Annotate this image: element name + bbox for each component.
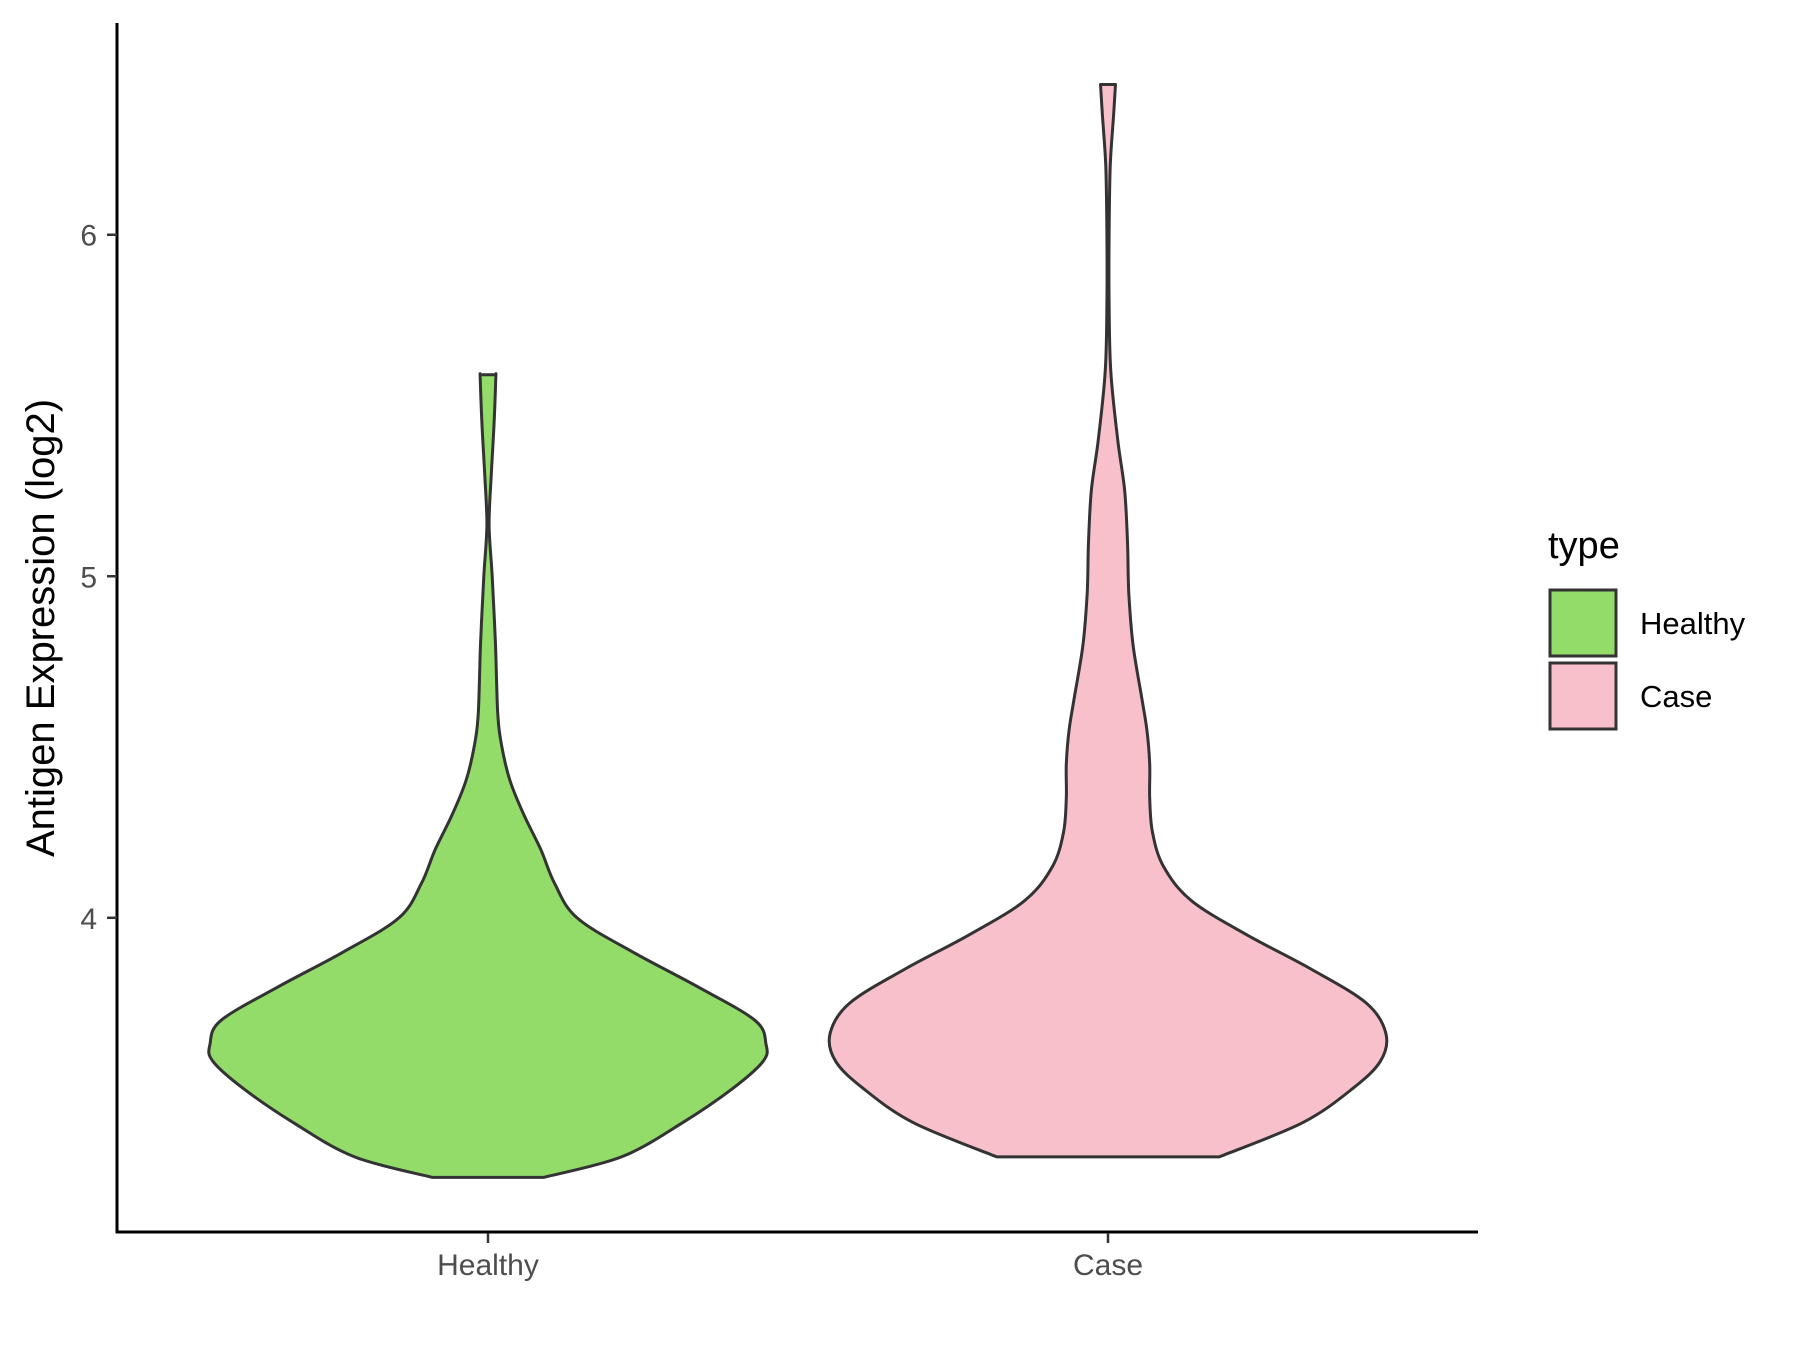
legend: type Healthy Case	[1548, 525, 1746, 731]
legend-label-healthy: Healthy	[1640, 606, 1746, 641]
y-ticks-layer: 4 5 6	[80, 220, 117, 936]
violin-case	[827, 83, 1389, 1159]
y-tick-label-5: 5	[80, 561, 97, 594]
x-tick-label-healthy: Healthy	[437, 1249, 539, 1282]
x-ticks-layer: Healthy Case	[437, 1233, 1143, 1282]
y-tick-label-4: 4	[80, 903, 97, 936]
x-tick-label-case: Case	[1073, 1249, 1143, 1282]
y-axis-title: Antigen Expression (log2)	[19, 399, 63, 857]
violins-layer	[207, 83, 1389, 1179]
legend-key-healthy	[1548, 588, 1618, 658]
legend-key-case	[1548, 661, 1618, 731]
legend-label-case: Case	[1640, 679, 1712, 714]
legend-title: type	[1548, 525, 1620, 567]
y-tick-label-6: 6	[80, 220, 97, 253]
violin-healthy	[207, 372, 769, 1179]
legend-items: Healthy Case	[1548, 588, 1746, 731]
axes-layer	[115, 23, 1478, 1234]
